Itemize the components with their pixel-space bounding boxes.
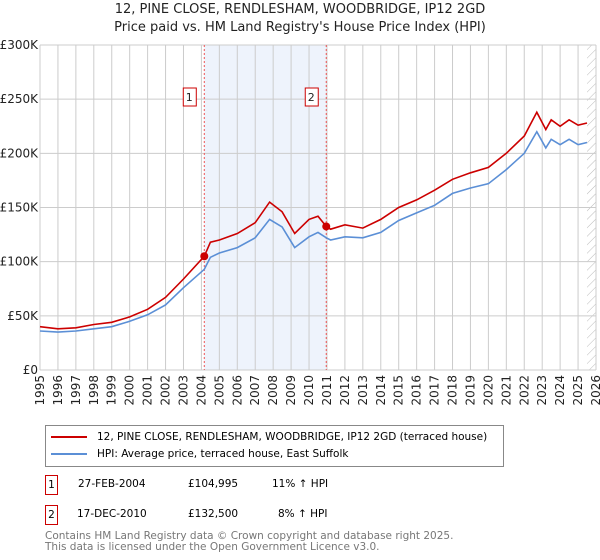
x-tick-label: 2005 bbox=[212, 375, 226, 406]
x-tick-label: 2007 bbox=[248, 375, 262, 406]
x-tick-label: 2004 bbox=[194, 375, 208, 406]
transaction-date: 17-DEC-2010 bbox=[77, 508, 147, 520]
x-tick-label: 2019 bbox=[463, 375, 477, 406]
x-tick-label: 2020 bbox=[481, 375, 495, 406]
x-tick-label: 1997 bbox=[69, 375, 83, 406]
sale-marker-label: 1 bbox=[186, 91, 193, 104]
x-tick-label: 1999 bbox=[105, 375, 119, 406]
x-tick-label: 2003 bbox=[176, 375, 190, 406]
transaction-price: £104,995 bbox=[188, 478, 239, 490]
x-tick-label: 2012 bbox=[338, 375, 352, 406]
sale-point bbox=[322, 222, 331, 231]
legend: 12, PINE CLOSE, RENDLESHAM, WOODBRIDGE, … bbox=[45, 425, 504, 467]
x-tick-label: 2026 bbox=[589, 375, 600, 406]
hpi-line bbox=[39, 130, 588, 333]
sale-point bbox=[200, 252, 209, 261]
chart-subtitle: Price paid vs. HM Land Registry's House … bbox=[114, 20, 486, 35]
x-tick-label: 2024 bbox=[553, 375, 567, 406]
x-tick-label: 2008 bbox=[266, 375, 280, 406]
x-tick-label: 2014 bbox=[374, 375, 388, 406]
transaction-badge: 1 bbox=[45, 475, 58, 495]
sale-marker-label: 2 bbox=[308, 91, 315, 104]
x-tick-label: 2011 bbox=[320, 375, 334, 406]
transaction-hpi: 8% ↑ HPI bbox=[278, 508, 328, 520]
chart-title: 12, PINE CLOSE, RENDLESHAM, WOODBRIDGE, … bbox=[114, 2, 486, 17]
x-tick-label: 2025 bbox=[571, 375, 585, 406]
x-tick-label: 2006 bbox=[230, 375, 244, 406]
footer-line-1: Contains HM Land Registry data © Crown c… bbox=[45, 530, 454, 542]
x-tick-label: 2009 bbox=[284, 375, 298, 406]
y-tick-label: £100K bbox=[0, 255, 39, 269]
y-tick-label: £250K bbox=[0, 92, 39, 106]
legend-property-label: 12, PINE CLOSE, RENDLESHAM, WOODBRIDGE, … bbox=[97, 431, 488, 443]
price-chart: 1 2 1995 1996 1997 1998 1999 2000 2001 2002 2003 20… bbox=[0, 38, 600, 406]
transaction-badge: 2 bbox=[45, 505, 58, 525]
x-tick-label: 2023 bbox=[535, 375, 549, 406]
x-tick-label: 2018 bbox=[446, 375, 460, 406]
x-tick-label: 2016 bbox=[410, 375, 424, 406]
transaction-price: £132,500 bbox=[188, 508, 239, 520]
footer-line-2: This data is licensed under the Open Gov… bbox=[45, 541, 380, 553]
x-tick-label: 2015 bbox=[392, 375, 406, 406]
x-tick-label: 2001 bbox=[141, 375, 155, 406]
y-tick-label: £0 bbox=[23, 363, 38, 377]
x-tick-label: 1995 bbox=[33, 375, 47, 406]
transaction-hpi: 11% ↑ HPI bbox=[272, 478, 329, 490]
x-tick-label: 2022 bbox=[517, 375, 531, 406]
legend-hpi-label: HPI: Average price, terraced house, East… bbox=[97, 448, 349, 460]
y-tick-label: £50K bbox=[7, 309, 39, 323]
x-tick-label: 2000 bbox=[123, 375, 137, 406]
sale-marker-box bbox=[304, 87, 319, 107]
footer: Contains HM Land Registry data © Crown c… bbox=[45, 531, 453, 553]
x-tick-label: 2013 bbox=[356, 375, 370, 406]
x-tick-label: 2002 bbox=[159, 375, 173, 406]
x-tick-label: 1996 bbox=[51, 375, 65, 406]
x-tick-label: 2021 bbox=[499, 375, 513, 406]
x-tick-label: 1998 bbox=[87, 375, 101, 406]
sale-marker-box bbox=[182, 87, 197, 107]
y-tick-label: £300K bbox=[0, 38, 39, 52]
y-tick-label: £200K bbox=[0, 146, 39, 160]
legend-blue-line bbox=[51, 453, 87, 455]
transaction-date: 27-FEB-2004 bbox=[78, 478, 146, 490]
x-tick-label: 2017 bbox=[428, 375, 442, 406]
legend-red-line bbox=[51, 436, 87, 438]
x-tick-label: 2010 bbox=[302, 375, 316, 406]
y-tick-label: £150K bbox=[0, 201, 39, 215]
